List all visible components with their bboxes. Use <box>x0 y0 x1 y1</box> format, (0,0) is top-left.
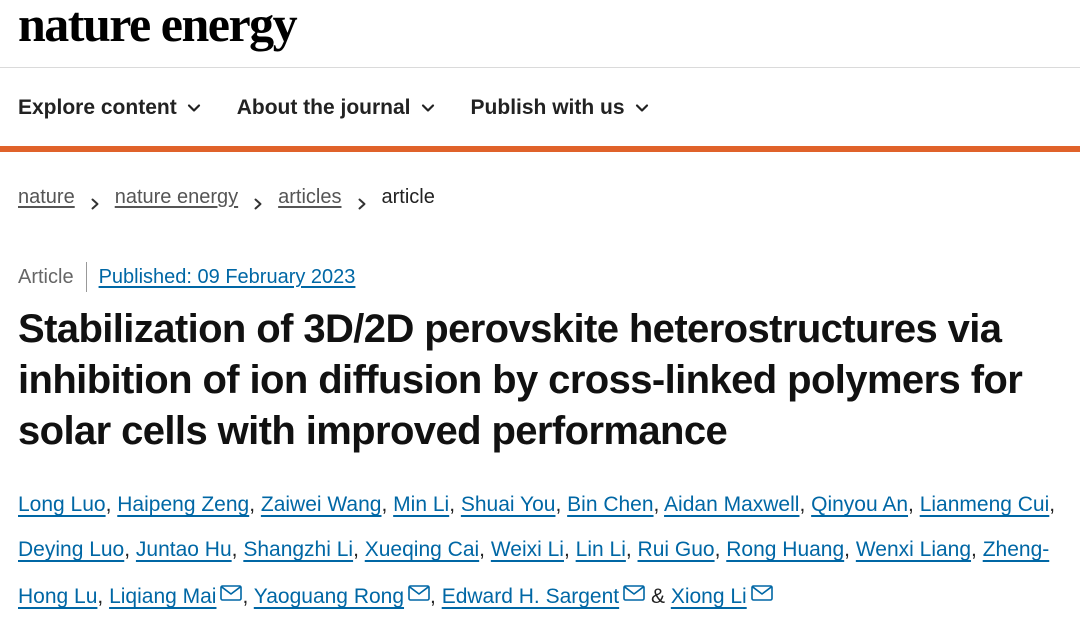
article-type: Article <box>18 266 74 288</box>
header-divider <box>0 67 1080 68</box>
chevron-down-icon <box>421 101 435 115</box>
chevron-down-icon <box>187 101 201 115</box>
author-separator: , <box>714 538 727 561</box>
author-separator: , <box>105 493 118 516</box>
author-separator: , <box>653 493 665 516</box>
email-icon[interactable] <box>623 572 645 601</box>
meta-divider <box>85 262 87 292</box>
journal-logo[interactable]: nature energy <box>18 0 298 52</box>
author-link[interactable]: Aidan Maxwell <box>664 493 800 516</box>
author-separator: , <box>1049 493 1056 516</box>
author-link[interactable]: Shuai You <box>460 493 556 516</box>
author-separator: , <box>353 538 365 561</box>
breadcrumb: nature nature energy articles article <box>18 182 435 212</box>
author-separator: , <box>124 538 136 561</box>
breadcrumb-current: article <box>381 186 435 208</box>
author-separator: , <box>799 493 812 516</box>
author-separator: , <box>479 538 491 561</box>
author-link[interactable]: Yaoguang Rong <box>253 585 405 608</box>
author-link[interactable]: Rui Guo <box>637 538 715 561</box>
author-link[interactable]: Weixi Li <box>490 538 564 561</box>
author-link[interactable]: Zaiwei Wang <box>260 493 382 516</box>
chevron-right-icon <box>89 190 101 210</box>
email-icon[interactable] <box>220 572 243 601</box>
author-link[interactable]: Lianmeng Cui <box>919 493 1050 516</box>
nav-label: Publish with us <box>470 96 625 119</box>
article-title: Stabilization of 3D/2D perovskite hetero… <box>18 307 1023 453</box>
author-separator: , <box>381 493 394 516</box>
author-link[interactable]: Long Luo <box>18 493 106 516</box>
author-link[interactable]: Liqiang Mai <box>109 585 217 608</box>
breadcrumb-link-articles[interactable]: articles <box>278 186 342 208</box>
breadcrumb-link-nature[interactable]: nature <box>18 186 75 208</box>
email-icon[interactable] <box>750 572 773 601</box>
nav-label: About the journal <box>236 96 411 119</box>
author-separator: , <box>242 585 254 608</box>
author-link[interactable]: Rong Huang <box>726 538 845 561</box>
author-link[interactable]: Qinyou An <box>811 493 909 516</box>
nav-publish-with-us[interactable]: Publish with us <box>471 92 649 124</box>
author-link[interactable]: Shangzhi Li <box>243 538 354 561</box>
author-link[interactable]: Xueqing Cai <box>364 538 480 561</box>
nav-about-the-journal[interactable]: About the journal <box>237 92 435 124</box>
author-separator: , <box>97 585 110 608</box>
email-icon[interactable] <box>408 572 430 601</box>
chevron-right-icon <box>356 190 368 210</box>
accent-bar <box>0 146 1080 152</box>
author-link[interactable]: Haipeng Zeng <box>117 493 250 516</box>
author-separator: , <box>908 493 920 516</box>
breadcrumb-link-nature-energy[interactable]: nature energy <box>114 186 239 208</box>
author-separator: , <box>430 585 442 608</box>
main-nav: Explore content About the journal Publis… <box>18 92 649 124</box>
author-separator: & <box>645 585 671 608</box>
chevron-down-icon <box>635 101 649 115</box>
author-separator: , <box>844 538 856 561</box>
author-separator: , <box>563 538 576 561</box>
author-link[interactable]: Lin Li <box>575 538 626 561</box>
chevron-right-icon <box>252 190 264 210</box>
nav-label: Explore content <box>18 96 177 119</box>
author-link[interactable]: Zheng-Hong Lu <box>18 538 1050 608</box>
author-link[interactable]: Min Li <box>393 493 450 516</box>
author-separator: , <box>971 538 983 561</box>
author-separator: , <box>555 493 568 516</box>
author-separator: , <box>449 493 461 516</box>
author-separator: , <box>249 493 261 516</box>
author-separator: , <box>231 538 244 561</box>
author-list: Long Luo, Haipeng Zeng, Zaiwei Wang, Min… <box>18 482 1073 618</box>
author-link[interactable]: Xiong Li <box>670 585 747 608</box>
author-link[interactable]: Bin Chen <box>567 493 654 516</box>
nav-explore-content[interactable]: Explore content <box>18 92 201 124</box>
author-link[interactable]: Deying Luo <box>18 538 125 561</box>
author-link[interactable]: Juntao Hu <box>135 538 232 561</box>
article-meta: Article Published: 09 February 2023 <box>18 262 355 292</box>
author-link[interactable]: Wenxi Liang <box>855 538 972 561</box>
published-date-link[interactable]: Published: 09 February 2023 <box>98 266 356 288</box>
author-separator: , <box>625 538 638 561</box>
author-link[interactable]: Edward H. Sargent <box>441 585 620 608</box>
